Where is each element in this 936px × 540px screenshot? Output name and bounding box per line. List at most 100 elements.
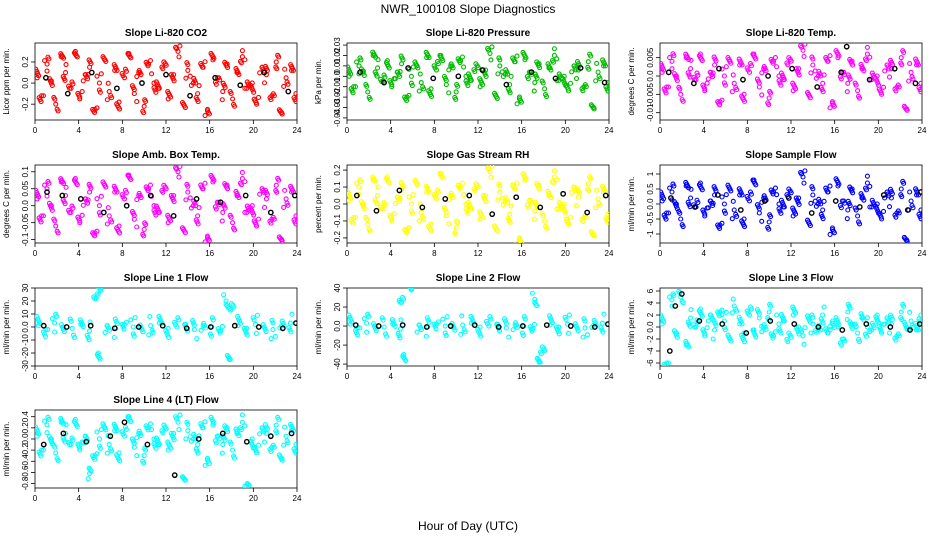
data-point [77,218,83,224]
data-point [723,309,729,315]
data-point [270,320,276,326]
data-point [831,230,837,236]
data-point [594,187,600,193]
data-point [389,82,395,88]
data-point [488,316,494,322]
highlight-point [291,192,297,199]
data-point [417,71,423,77]
x-tick-label: 16 [205,494,214,503]
y-tick-label: 0.05 [21,180,30,196]
data-point [55,230,61,236]
data-point [379,206,385,212]
data-point [435,61,441,67]
data-point [862,331,869,337]
y-tick-label: -0.05 [21,213,30,232]
data-point [820,320,826,326]
highlight-point [183,325,190,332]
data-point [688,57,694,63]
data-point [98,71,104,77]
data-point [508,203,514,209]
data-point [793,211,799,217]
highlight-point [740,76,746,83]
highlight-point [64,90,71,97]
data-point [238,60,245,66]
data-point [183,75,189,81]
data-point [104,450,110,456]
highlight-point [419,204,426,211]
data-point [80,202,86,208]
data-point [452,327,458,333]
highlight-point [44,189,50,196]
data-point [788,334,794,340]
highlight-point [591,324,598,330]
x-tick-label: 0 [345,249,350,258]
data-point [584,332,590,338]
data-point [366,313,372,319]
data-point [582,325,588,331]
data-point [63,430,69,436]
data-point [130,324,136,330]
data-point [475,65,481,71]
data-point [520,332,526,338]
data-point [554,206,560,212]
data-point [293,99,297,105]
data-point [273,59,279,65]
highlight-point [856,204,863,210]
data-point [522,316,528,322]
x-tick-label: 4 [76,126,81,135]
data-point [222,84,228,90]
data-point [143,222,149,228]
data-point [763,326,769,332]
data-point [669,297,675,303]
data-point [810,186,816,192]
data-point [274,66,280,72]
data-point [255,94,262,101]
data-point [435,189,441,195]
data-point [582,318,588,324]
data-point [717,102,723,108]
highlight-point [163,71,169,78]
data-point [588,53,594,59]
highlight-point [87,322,94,329]
highlight-point [832,198,839,204]
data-point [62,77,68,84]
data-point [276,416,282,422]
data-point [748,306,754,312]
data-point [686,56,692,62]
data-point [772,55,779,61]
data-point [799,329,805,335]
data-point [856,221,863,227]
data-point [827,231,833,238]
data-point [350,90,356,96]
data-point [195,441,201,448]
data-point [734,308,740,314]
highlight-point [219,430,226,437]
data-point [538,351,544,357]
data-point [543,93,550,100]
x-tick-label: 20 [249,249,258,258]
data-point [532,79,538,86]
data-point [864,180,870,186]
data-point [244,332,250,338]
data-point [242,57,248,63]
y-tick-label: -0.2 [21,97,30,111]
data-point [850,190,856,196]
y-tick-label: -10 [21,334,30,346]
data-point [861,197,867,203]
data-point [79,212,85,218]
data-point [268,97,274,103]
y-tick-label: 0.1 [333,181,342,193]
highlight-point [495,324,502,330]
data-point [719,311,725,318]
data-point [49,316,55,322]
data-point [182,230,188,236]
chart-panel: Slope Line 3 Flow ml/min per min. 0 4 8 12 16 2… [627,273,927,381]
points-group [347,288,609,365]
data-point [821,198,827,204]
data-point [583,215,589,221]
data-point [188,205,194,211]
data-point [131,87,137,93]
y-tick-label: 20 [21,296,30,305]
data-point [187,73,193,79]
data-point [712,62,718,68]
